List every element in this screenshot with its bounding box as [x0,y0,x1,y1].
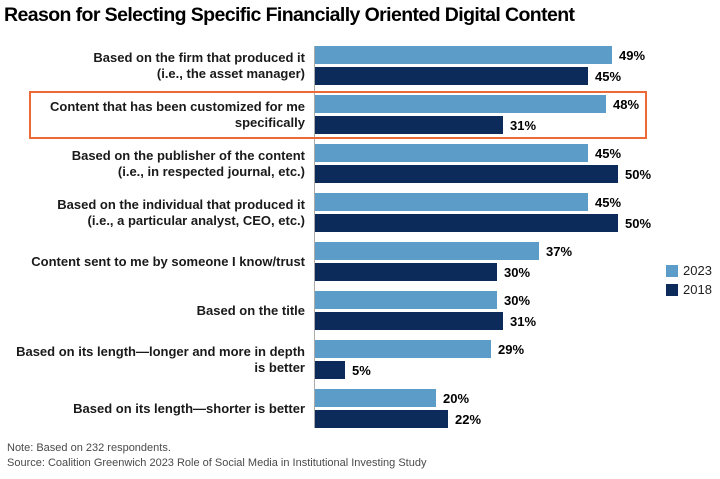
value-label-2018: 5% [352,362,371,378]
legend-label-2018: 2018 [683,282,712,297]
bar-pair: 37% 30% [315,242,572,281]
bar-pair: 45% 50% [315,193,651,232]
bar-line-2018: 22% [315,410,481,428]
bar-2018 [315,116,503,134]
bar-2023 [315,389,436,407]
value-label-2023: 29% [498,341,525,357]
value-label-2023: 48% [613,96,640,112]
bar-group: Based on its length—shorter is better 20%… [0,389,720,428]
bar-line-2018: 30% [315,263,572,281]
value-label-2018: 31% [510,313,537,329]
note-text: Note: Based on 232 respondents. [7,442,171,454]
bar-group: Based on its length—longer and more in d… [0,340,720,379]
bar-2023 [315,242,539,260]
bar-2023 [315,95,606,113]
legend-swatch-2018 [666,283,678,296]
value-label-2023: 49% [619,47,646,63]
value-label-2023: 37% [546,243,573,259]
bar-2018 [315,410,448,428]
bar-line-2018: 50% [315,214,651,232]
bar-2023 [315,193,588,211]
category-label: Based on the publisher of the content (i… [71,147,305,179]
category-label: Based on the individual that produced it… [57,196,305,228]
bar-group: Based on the individual that produced it… [0,193,720,232]
bar-2018 [315,361,345,379]
bar-group: Based on the publisher of the content (i… [0,144,720,183]
bar-group: Based on the title 30% 31% [0,291,720,330]
y-axis-line [314,46,315,428]
legend: 2023 2018 [666,263,712,297]
value-label-2023: 30% [504,292,531,308]
bar-line-2023: 29% [315,340,524,358]
bar-line-2023: 20% [315,389,481,407]
bar-pair: 48% 31% [315,95,639,134]
value-label-2018: 31% [510,117,537,133]
legend-swatch-2023 [666,264,678,277]
value-label-2018: 50% [625,166,652,182]
bar-2023 [315,340,491,358]
bar-chart: Based on the firm that produced it (i.e.… [0,46,720,428]
bar-line-2023: 48% [315,95,639,113]
category-label: Based on the firm that produced it (i.e.… [93,49,305,81]
legend-item-2018: 2018 [666,282,712,297]
bar-2023 [315,46,612,64]
chart-title: Reason for Selecting Specific Financiall… [4,4,575,26]
bar-group: Based on the firm that produced it (i.e.… [0,46,720,85]
value-label-2018: 30% [504,264,531,280]
category-label: Based on its length—longer and more in d… [16,343,305,375]
bar-groups: Based on the firm that produced it (i.e.… [0,46,720,428]
bar-pair: 20% 22% [315,389,481,428]
bar-line-2018: 45% [315,67,645,85]
value-label-2023: 45% [595,194,622,210]
bar-line-2023: 30% [315,291,536,309]
chart-footer: Note: Based on 232 respondents. Source: … [7,441,426,472]
bar-line-2023: 45% [315,144,651,162]
bar-line-2023: 49% [315,46,645,64]
legend-item-2023: 2023 [666,263,712,278]
category-label: Content that has been customized for me … [50,98,305,130]
value-label-2023: 20% [443,390,470,406]
bar-group: Content that has been customized for me … [0,91,720,139]
bar-2018 [315,67,588,85]
legend-label-2023: 2023 [683,263,712,278]
bar-group: Content sent to me by someone I know/tru… [0,242,720,281]
bar-line-2018: 31% [315,116,639,134]
value-label-2018: 45% [595,68,622,84]
category-label: Based on its length—shorter is better [73,400,305,416]
bar-pair: 45% 50% [315,144,651,183]
bar-line-2018: 5% [315,361,524,379]
bar-2023 [315,291,497,309]
bar-2023 [315,144,588,162]
bar-pair: 49% 45% [315,46,645,85]
source-text: Source: Coalition Greenwich 2023 Role of… [7,457,427,470]
category-label: Based on the title [196,302,305,318]
value-label-2018: 50% [625,215,652,231]
bar-2018 [315,214,618,232]
bar-2018 [315,165,618,183]
bar-line-2018: 31% [315,312,536,330]
bar-line-2023: 37% [315,242,572,260]
value-label-2018: 22% [455,411,482,427]
bar-2018 [315,312,503,330]
bar-2018 [315,263,497,281]
bar-pair: 29% 5% [315,340,524,379]
bar-line-2023: 45% [315,193,651,211]
bar-line-2018: 50% [315,165,651,183]
category-label: Content sent to me by someone I know/tru… [31,253,305,269]
value-label-2023: 45% [595,145,622,161]
bar-pair: 30% 31% [315,291,536,330]
